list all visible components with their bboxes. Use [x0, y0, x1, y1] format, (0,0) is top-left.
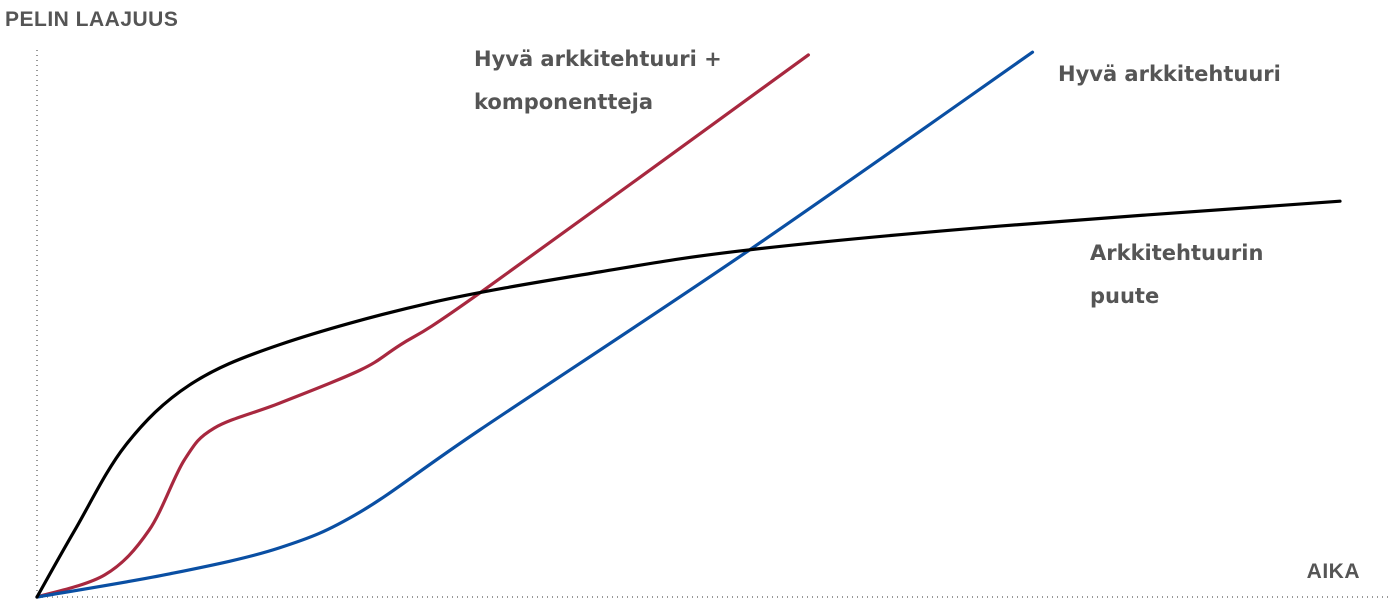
series-line — [35, 53, 810, 599]
x-axis-title: AIKA — [1306, 560, 1360, 583]
series-label: Hyvä arkkitehtuuri + komponentteja — [474, 47, 722, 114]
y-axis-title: PELIN LAAJUUS — [5, 8, 179, 31]
series-label: Hyvä arkkitehtuuri — [1058, 62, 1281, 86]
series-line — [35, 199, 1342, 599]
series-label: Arkkitehtuurin puute — [1090, 241, 1264, 308]
series-line — [35, 50, 1035, 599]
